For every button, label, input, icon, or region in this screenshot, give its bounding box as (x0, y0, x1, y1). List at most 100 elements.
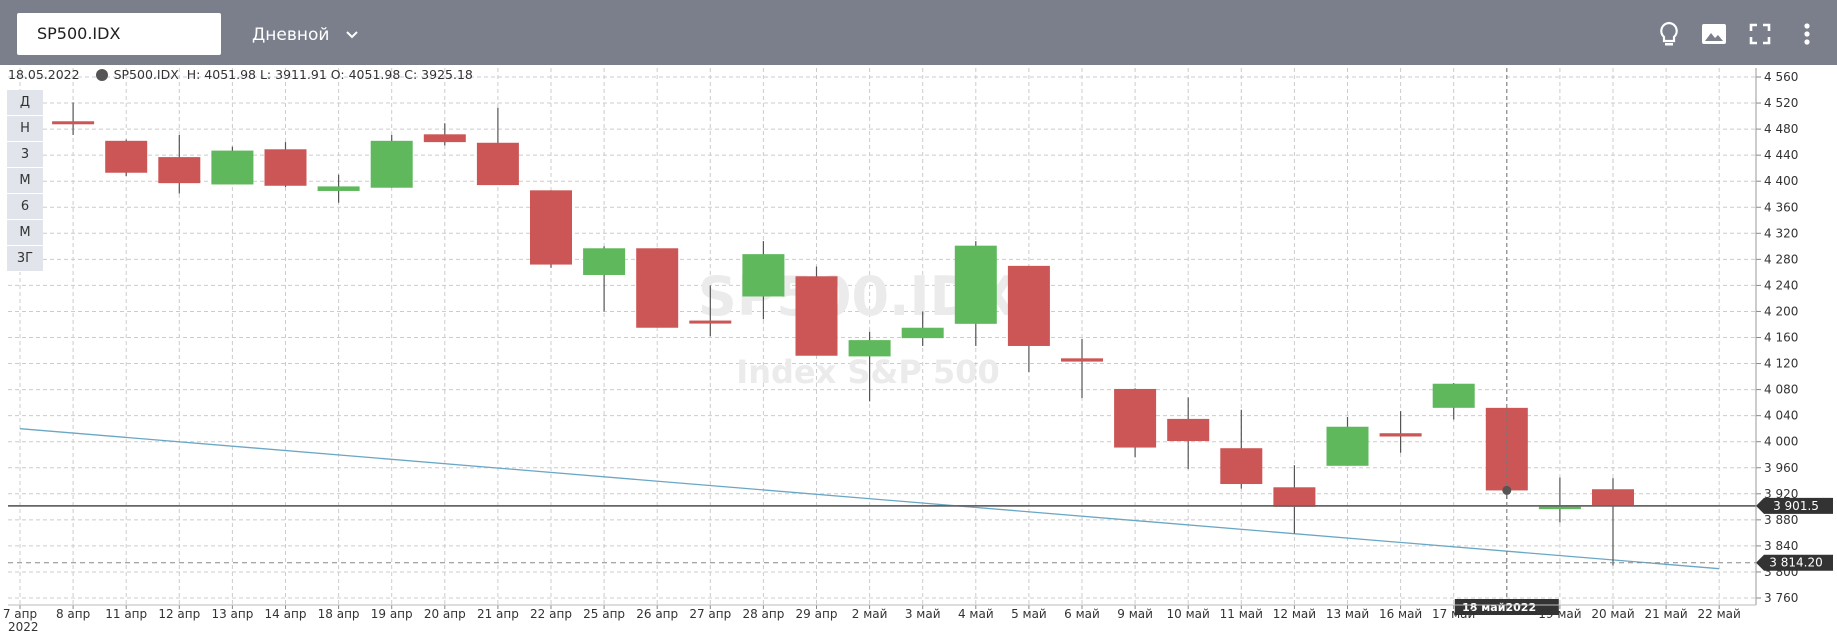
candle[interactable] (1592, 478, 1634, 566)
candle[interactable] (1220, 409, 1263, 489)
candle-body-down (1273, 487, 1316, 507)
candle[interactable] (1114, 388, 1157, 458)
x-tick-label: 3 май (905, 607, 941, 621)
period-button-6m[interactable]: М (7, 220, 43, 246)
x-tick-label: 5 май (1011, 607, 1047, 621)
candle[interactable] (264, 142, 307, 188)
candle[interactable] (105, 139, 148, 176)
candle-body-up (370, 140, 413, 188)
candle-body-up (211, 150, 254, 185)
info-symbol: SP500.IDX (113, 67, 179, 82)
x-tick-label: 11 апр (105, 607, 147, 621)
candle[interactable] (423, 123, 466, 146)
y-tick-label: 4 000 (1764, 435, 1798, 449)
candle-body-down (1379, 433, 1422, 437)
candle-body-down (1167, 418, 1210, 442)
candle[interactable] (476, 107, 519, 186)
candle[interactable] (211, 146, 254, 185)
candle-body-up (1432, 383, 1475, 408)
period-button-3y[interactable]: 3Г (7, 246, 43, 272)
trendline[interactable] (19, 428, 1720, 570)
candle[interactable] (954, 241, 997, 346)
period-button-day[interactable]: Д (7, 90, 43, 116)
candle-body-down (795, 276, 838, 356)
period-dropdown[interactable]: Дневной (252, 18, 359, 52)
x-tick-label: 19 май (1538, 607, 1581, 621)
candle[interactable] (52, 102, 95, 135)
period-button-3[interactable]: 3 (7, 142, 43, 168)
candle[interactable] (901, 311, 944, 346)
candle-body-up (1538, 506, 1581, 510)
candle-body-down (530, 190, 572, 265)
x-tick-label: 21 май (1644, 607, 1687, 621)
x-tick-label: 11 май (1220, 607, 1263, 621)
symbol-input[interactable]: SP500.IDX (17, 13, 221, 55)
candle[interactable] (848, 331, 891, 402)
period-button-3m[interactable]: М (7, 168, 43, 194)
y-tick-label: 3 960 (1764, 461, 1798, 475)
candle[interactable] (742, 241, 785, 320)
more-vertical-icon[interactable] (1793, 20, 1821, 48)
x-tick-label: 28 апр (742, 607, 784, 621)
candle[interactable] (1061, 338, 1103, 399)
watermark-name: Index S&P 500 (736, 353, 999, 391)
info-date: 18.05.2022 (8, 67, 80, 82)
period-button-week[interactable]: Н (7, 116, 43, 142)
ohlc-info-row: 18.05.2022 SP500.IDX H: 4051.98 L: 3911.9… (8, 67, 473, 82)
candle[interactable] (1538, 477, 1581, 523)
candle-body-down (636, 248, 679, 328)
support-label: 3 814.20 (1769, 556, 1822, 570)
candle[interactable] (795, 266, 838, 356)
image-icon[interactable] (1700, 20, 1728, 48)
lightbulb-icon[interactable] (1655, 20, 1683, 48)
candle[interactable] (1432, 383, 1475, 420)
x-tick-label: 17 май (1432, 607, 1475, 621)
candle[interactable] (689, 285, 732, 337)
candle[interactable] (1379, 411, 1422, 453)
period-button-6[interactable]: 6 (7, 194, 43, 220)
candle[interactable] (1326, 416, 1369, 466)
x-tick-label: 13 май (1326, 607, 1369, 621)
x-axis: 7 апр 8 апр 11 апр 12 апр 13 апр 14 апр 18 апр… (3, 604, 1756, 633)
y-axis: 3 760 3 800 3 840 3 880 3 920 3 960 4 000 4 040… (1755, 68, 1798, 605)
x-year-label: 2022 (8, 620, 39, 633)
price-label: 3 901.5 (1773, 499, 1819, 513)
candle[interactable] (158, 134, 201, 194)
x-tick-label: 2 май (852, 607, 888, 621)
y-tick-label: 4 400 (1764, 174, 1798, 188)
candle[interactable] (1273, 465, 1316, 534)
fullscreen-icon[interactable] (1746, 20, 1774, 48)
x-tick-label: 22 апр (530, 607, 572, 621)
x-tick-label: 29 апр (796, 607, 838, 621)
candle-body-up (954, 245, 997, 324)
x-tick-label: 12 апр (158, 607, 200, 621)
candle[interactable] (530, 190, 572, 268)
x-tick-label: 26 апр (636, 607, 678, 621)
crosshair-label-day: 18 май (1462, 601, 1505, 614)
candle[interactable] (1007, 265, 1050, 373)
y-tick-label: 3 760 (1764, 591, 1798, 605)
candle[interactable] (1167, 397, 1210, 470)
y-tick-label: 4 320 (1764, 226, 1798, 240)
candle-body-down (1114, 388, 1157, 448)
y-tick-label: 4 040 (1764, 409, 1798, 423)
candle[interactable] (636, 248, 679, 328)
candle[interactable] (583, 246, 626, 312)
x-tick-label: 10 май (1167, 607, 1210, 621)
candle-body-down (1592, 489, 1634, 506)
y-tick-label: 4 200 (1764, 304, 1798, 318)
candle[interactable] (370, 134, 413, 188)
y-tick-label: 4 080 (1764, 383, 1798, 397)
x-tick-label: 25 апр (583, 607, 625, 621)
candle[interactable] (317, 174, 360, 203)
x-tick-label: 12 май (1273, 607, 1316, 621)
y-tick-label: 3 840 (1764, 539, 1798, 553)
y-tick-label: 4 560 (1764, 70, 1798, 84)
period-label: Дневной (252, 25, 330, 45)
y-tick-label: 4 280 (1764, 252, 1798, 266)
candle-body-down (1061, 358, 1103, 362)
y-tick-label: 4 240 (1764, 278, 1798, 292)
y-tick-label: 4 120 (1764, 357, 1798, 371)
trendline[interactable] (19, 428, 1720, 570)
